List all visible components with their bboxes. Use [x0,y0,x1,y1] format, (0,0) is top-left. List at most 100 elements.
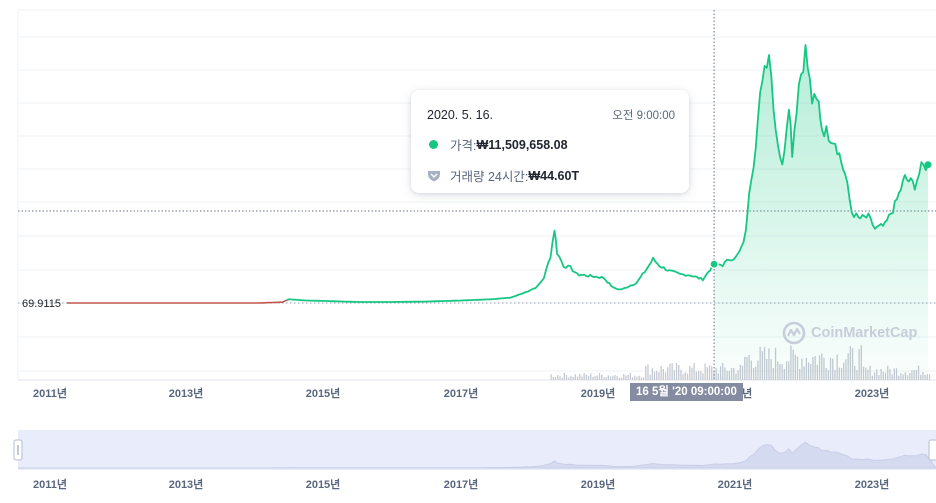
volume-bar [614,375,616,380]
volume-bar [713,371,715,380]
volume-bar [596,375,598,380]
volume-bar [568,377,570,380]
price-line-early [67,299,288,304]
volume-bar [680,369,682,380]
latest-price-dot [924,161,932,169]
coinmarketcap-logo-icon [782,321,806,345]
volume-bar [629,373,631,380]
price-dot-icon [429,140,438,149]
volume-bar [609,376,612,380]
volume-bar [607,375,609,380]
volume-bar [664,372,667,380]
watermark-text: CoinMarketCap [811,325,918,341]
volume-bar [645,365,647,380]
volume-bar [627,374,629,380]
volume-bar [620,377,623,380]
volume-bar [598,373,601,380]
navigator-tick-label: 2015년 [306,477,341,491]
volume-bar [559,376,561,380]
volume-bar [552,377,554,380]
volume-bar [601,374,603,380]
volume-bar [689,366,691,380]
volume-bar [603,377,605,380]
volume-bar [594,376,596,380]
volume-bar [563,372,565,380]
price-line-main [286,44,929,303]
navigator-tick-label: 2019년 [581,477,616,491]
volume-bar [634,375,636,380]
volume-bar [658,372,660,380]
volume-bar [656,370,658,380]
volume-bar [702,373,704,380]
volume-bar [574,374,576,380]
volume-bar [640,377,642,380]
volume-bar [590,373,592,380]
volume-bar [700,371,702,380]
volume-bar [579,373,581,380]
volume-bar [706,367,708,380]
price-area [714,45,928,380]
volume-bar [708,365,711,380]
volume-bar [678,365,680,380]
volume-bar [572,376,574,380]
volume-bar [686,373,689,380]
x-axis-tick-label: 2017년 [444,386,479,400]
watermark: CoinMarketCap [782,321,917,345]
volume-bar [616,376,618,380]
y-reference-label: 69.9115 [22,298,61,310]
x-axis-tick-label: 2019년 [581,386,616,400]
x-axis-tick-label: 2015년 [306,386,341,400]
navigator-tick-label: 2017년 [444,477,479,491]
volume-bar [625,375,627,380]
crosshair [709,10,719,380]
tooltip-price-value: ₩11,509,658.08 [476,137,568,152]
volume-bar [550,374,552,380]
tooltip-volume-label: 거래량 24시간: [450,170,529,184]
navigator-series [18,441,936,469]
volume-bar [671,363,673,380]
chart-tooltip: 2020. 5. 16. 오전 9:00:00 가격: ₩11,509,658.… [411,90,689,193]
volume-bar [642,377,645,380]
volume-bar [631,377,634,380]
volume-bar [662,368,664,380]
volume-bar [557,375,559,380]
navigator-tick-label: 2011년 [33,477,67,491]
navigator[interactable]: 2011년 2013년 2015년 2017년 2019년 2021년 2023년 [13,430,936,491]
navigator-tick-label: 2013년 [169,477,204,491]
volume-bar [695,371,697,380]
volume-bar [660,365,662,380]
volume-bar [649,374,651,380]
volume-bar [697,370,700,380]
volume-bar [653,371,656,380]
crosshair-point [709,259,719,269]
volume-bar [605,377,607,380]
volume-bar [587,375,590,380]
tooltip-price-label: 가격: [450,139,477,153]
navigator-tick-label: 2023년 [855,477,890,491]
volume-bar [651,368,653,380]
x-axis-tick-label: 2011년 [33,386,67,400]
tooltip-date: 2020. 5. 16. [427,108,494,122]
volume-bar [691,367,693,380]
volume-bar [682,374,684,380]
price-area-fill [714,45,928,380]
volume-bar [704,363,706,380]
x-axis-tick-label: 2013년 [169,386,204,400]
volume-bar [669,363,671,380]
volume-bar [612,375,614,380]
volume-bar [565,375,568,380]
price-line [67,44,932,304]
volume-bar [667,367,669,380]
volume-bar [693,362,695,380]
tooltip-time: 오전 9:00:00 [612,110,675,122]
volume-shield-icon [428,170,440,181]
volume-bar [618,377,620,380]
volume-bar [561,377,563,380]
volume-bar [928,374,931,380]
volume-bar [675,363,678,380]
navigator-right-handle[interactable] [928,439,936,461]
volume-bar [636,376,638,380]
